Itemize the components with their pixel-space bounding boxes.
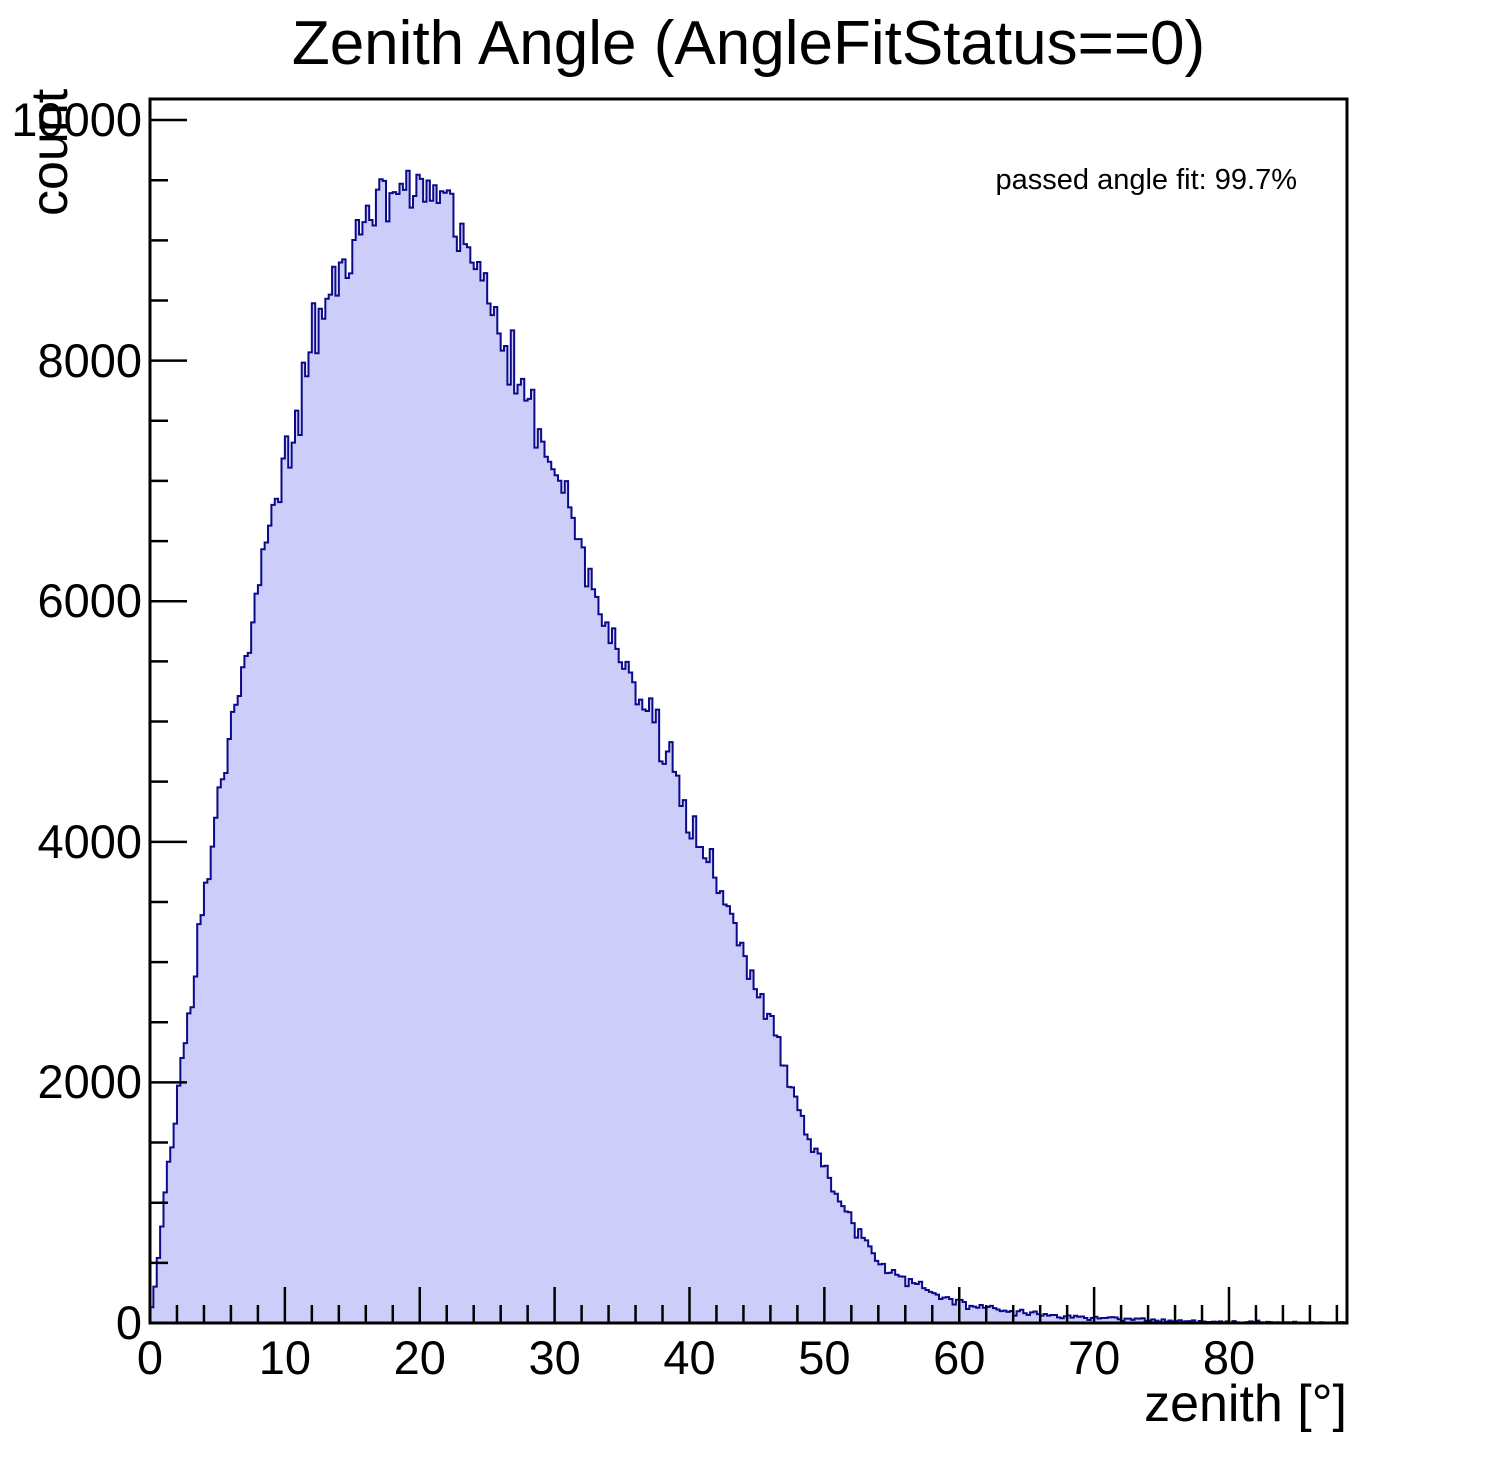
histogram-fill [150,170,1347,1324]
x-tick-label: 60 [933,1331,986,1384]
x-tick-label: 70 [1067,1331,1121,1384]
x-axis-title: zenith [°] [1144,1375,1347,1433]
x-tick-label: 20 [393,1331,446,1384]
annotation-passed-angle-fit: passed angle fit: 99.7% [995,164,1297,196]
x-tick-label: 80 [1202,1331,1256,1384]
y-tick-label: 0 [115,1296,142,1349]
x-tick-label: 50 [798,1331,851,1384]
x-tick-label: 30 [528,1331,581,1384]
y-tick-label: 8000 [37,333,142,387]
chart-title: Zenith Angle (AngleFitStatus==0) [291,9,1206,78]
x-tick-label: 40 [663,1331,716,1384]
x-tick-label: 10 [258,1331,311,1384]
y-tick-label: 10000 [11,93,142,147]
y-tick-label: 2000 [37,1055,142,1109]
histogram-outline [149,169,1348,1324]
y-tick-label: 4000 [37,814,142,868]
plot-frame [148,97,1349,1325]
y-tick-label: 6000 [37,574,142,628]
x-tick-label: 0 [136,1331,164,1384]
